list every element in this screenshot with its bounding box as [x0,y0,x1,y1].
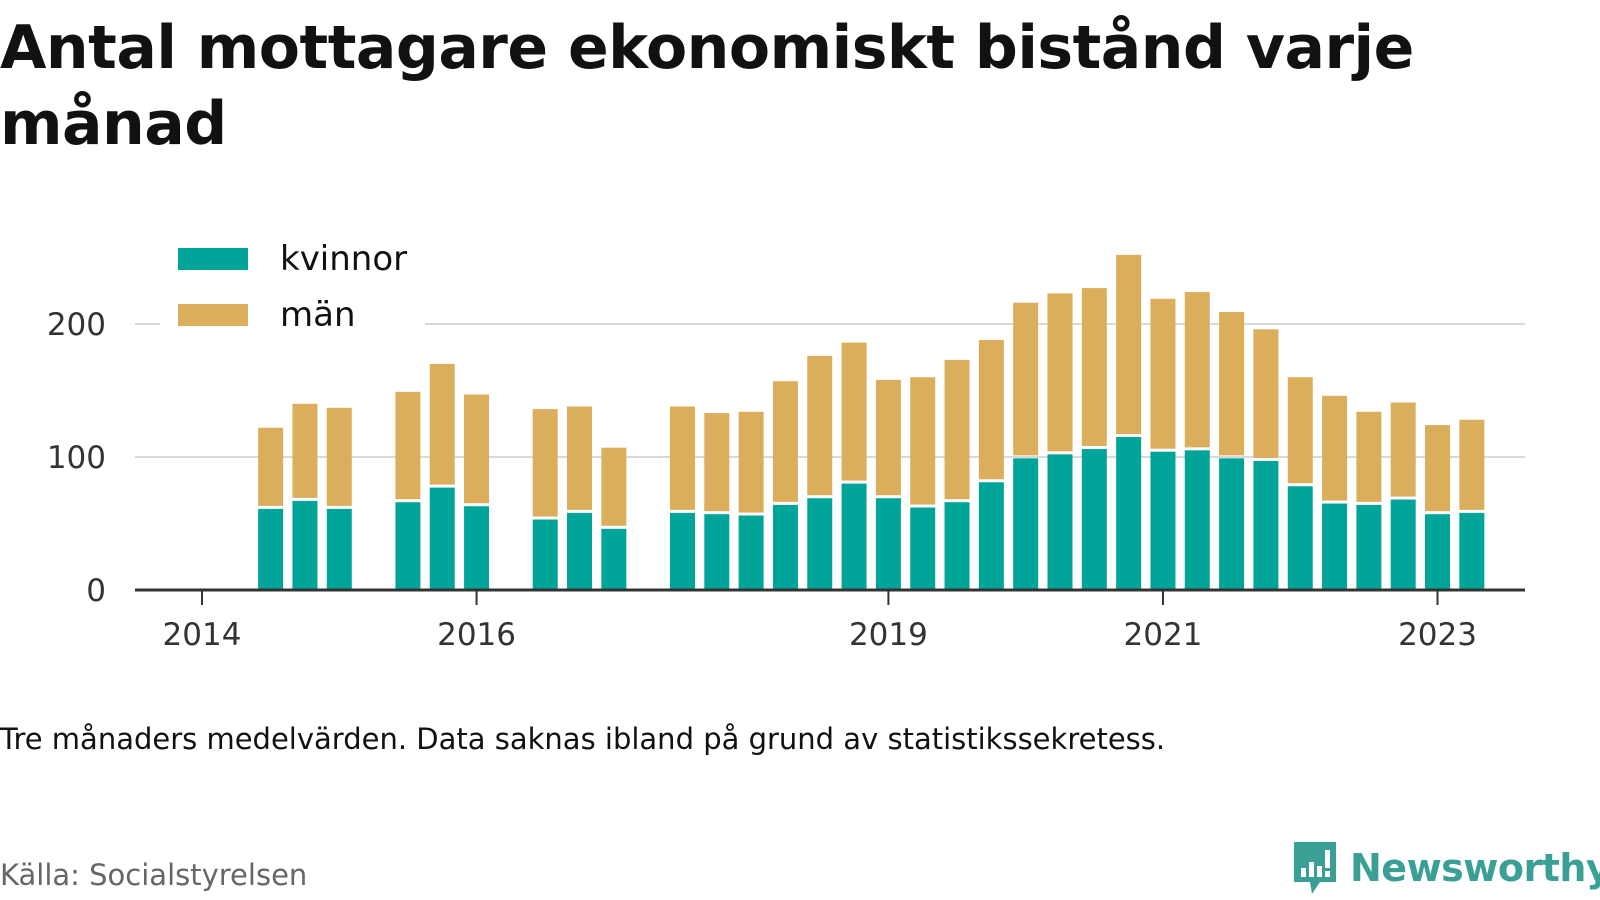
chart-note: Tre månaders medelvärden. Data saknas ib… [0,722,1166,756]
bar-kvinnor [772,504,798,590]
bar-man [1425,425,1451,512]
bar-kvinnor [326,508,352,590]
bar-kvinnor [464,506,490,590]
bars [258,254,1485,590]
x-axis: 2014 2016 2019 2021 2023 [135,588,1525,653]
bar-man [1322,395,1348,501]
bar-kvinnor [532,519,558,590]
legend-label: kvinnor [280,239,407,279]
bar-man [875,379,901,496]
bar-man [395,391,421,500]
bar-kvinnor [704,514,730,590]
bar-man [1116,254,1142,435]
newsworthy-logo-icon [1294,842,1336,894]
bar-man [944,359,970,500]
bar-kvinnor [1322,503,1348,590]
bar-kvinnor [875,498,901,590]
source-credit: Källa: Socialstyrelsen [0,858,308,892]
bar-man [532,409,558,517]
brand-logo: Newsworthy [1290,838,1600,898]
bar-kvinnor [1253,460,1279,590]
y-axis: 0 100 200 [47,307,106,609]
stacked-bar-chart: kvinnor män 0 100 200 2014 2016 2019 2021 2023 [46,230,1525,653]
bar-kvinnor [978,482,1004,590]
bar-man [258,427,284,506]
bar-kvinnor [841,483,867,590]
bar-kvinnor [1459,512,1485,590]
y-tick-label: 200 [47,307,106,343]
bar-kvinnor [601,528,627,590]
bar-man [1184,292,1210,448]
bar-man [601,447,627,526]
x-tick-label: 2019 [849,617,928,653]
x-tick-label: 2016 [437,617,516,653]
bar-man [326,407,352,506]
bar-man [1390,402,1416,497]
chart-title: Antal mottagare ekonomiskt bistånd varje… [0,13,1414,159]
bar-man [429,363,455,485]
bar-man [807,355,833,496]
bar-man [704,413,730,512]
bar-kvinnor [567,512,593,590]
legend-swatch-man [178,304,248,326]
bar-man [1047,293,1073,452]
bar-man [567,406,593,510]
bar-kvinnor [944,502,970,590]
bar-kvinnor [1116,437,1142,590]
bar-kvinnor [1287,486,1313,590]
bar-man [1013,302,1039,456]
x-tick-label: 2021 [1124,617,1203,653]
bar-man [464,394,490,504]
bar-man [669,406,695,510]
y-tick-label: 0 [86,573,106,609]
legend: kvinnor män [160,230,425,340]
bar-kvinnor [738,515,764,590]
bar-man [738,411,764,513]
bar-kvinnor [669,512,695,590]
bar-kvinnor [258,508,284,590]
bar-kvinnor [1184,450,1210,590]
x-tick-label: 2023 [1398,617,1477,653]
bar-man [1219,312,1245,456]
bar-kvinnor [1219,458,1245,590]
bar-kvinnor [292,500,318,590]
bar-man [1356,411,1382,502]
bar-man [978,339,1004,480]
bar-kvinnor [910,507,936,590]
bar-man [292,403,318,498]
bar-man [1253,329,1279,458]
bar-man [1459,419,1485,510]
bar-kvinnor [395,502,421,590]
bar-man [772,381,798,502]
bar-kvinnor [1047,454,1073,590]
bar-man [1081,288,1107,447]
bar-kvinnor [429,487,455,590]
y-tick-label: 100 [47,440,106,476]
bar-kvinnor [1390,499,1416,590]
bar-kvinnor [1150,451,1176,590]
bar-kvinnor [807,498,833,590]
legend-label: män [280,295,356,335]
bar-kvinnor [1356,504,1382,590]
bar-man [841,342,867,481]
bar-man [1150,298,1176,449]
bar-kvinnor [1425,514,1451,590]
brand-name: Newsworthy [1350,846,1600,890]
bar-kvinnor [1081,449,1107,590]
bar-man [1287,377,1313,484]
legend-swatch-kvinnor [178,248,248,270]
x-tick-label: 2014 [163,617,242,653]
bar-kvinnor [1013,458,1039,590]
bar-man [910,377,936,505]
